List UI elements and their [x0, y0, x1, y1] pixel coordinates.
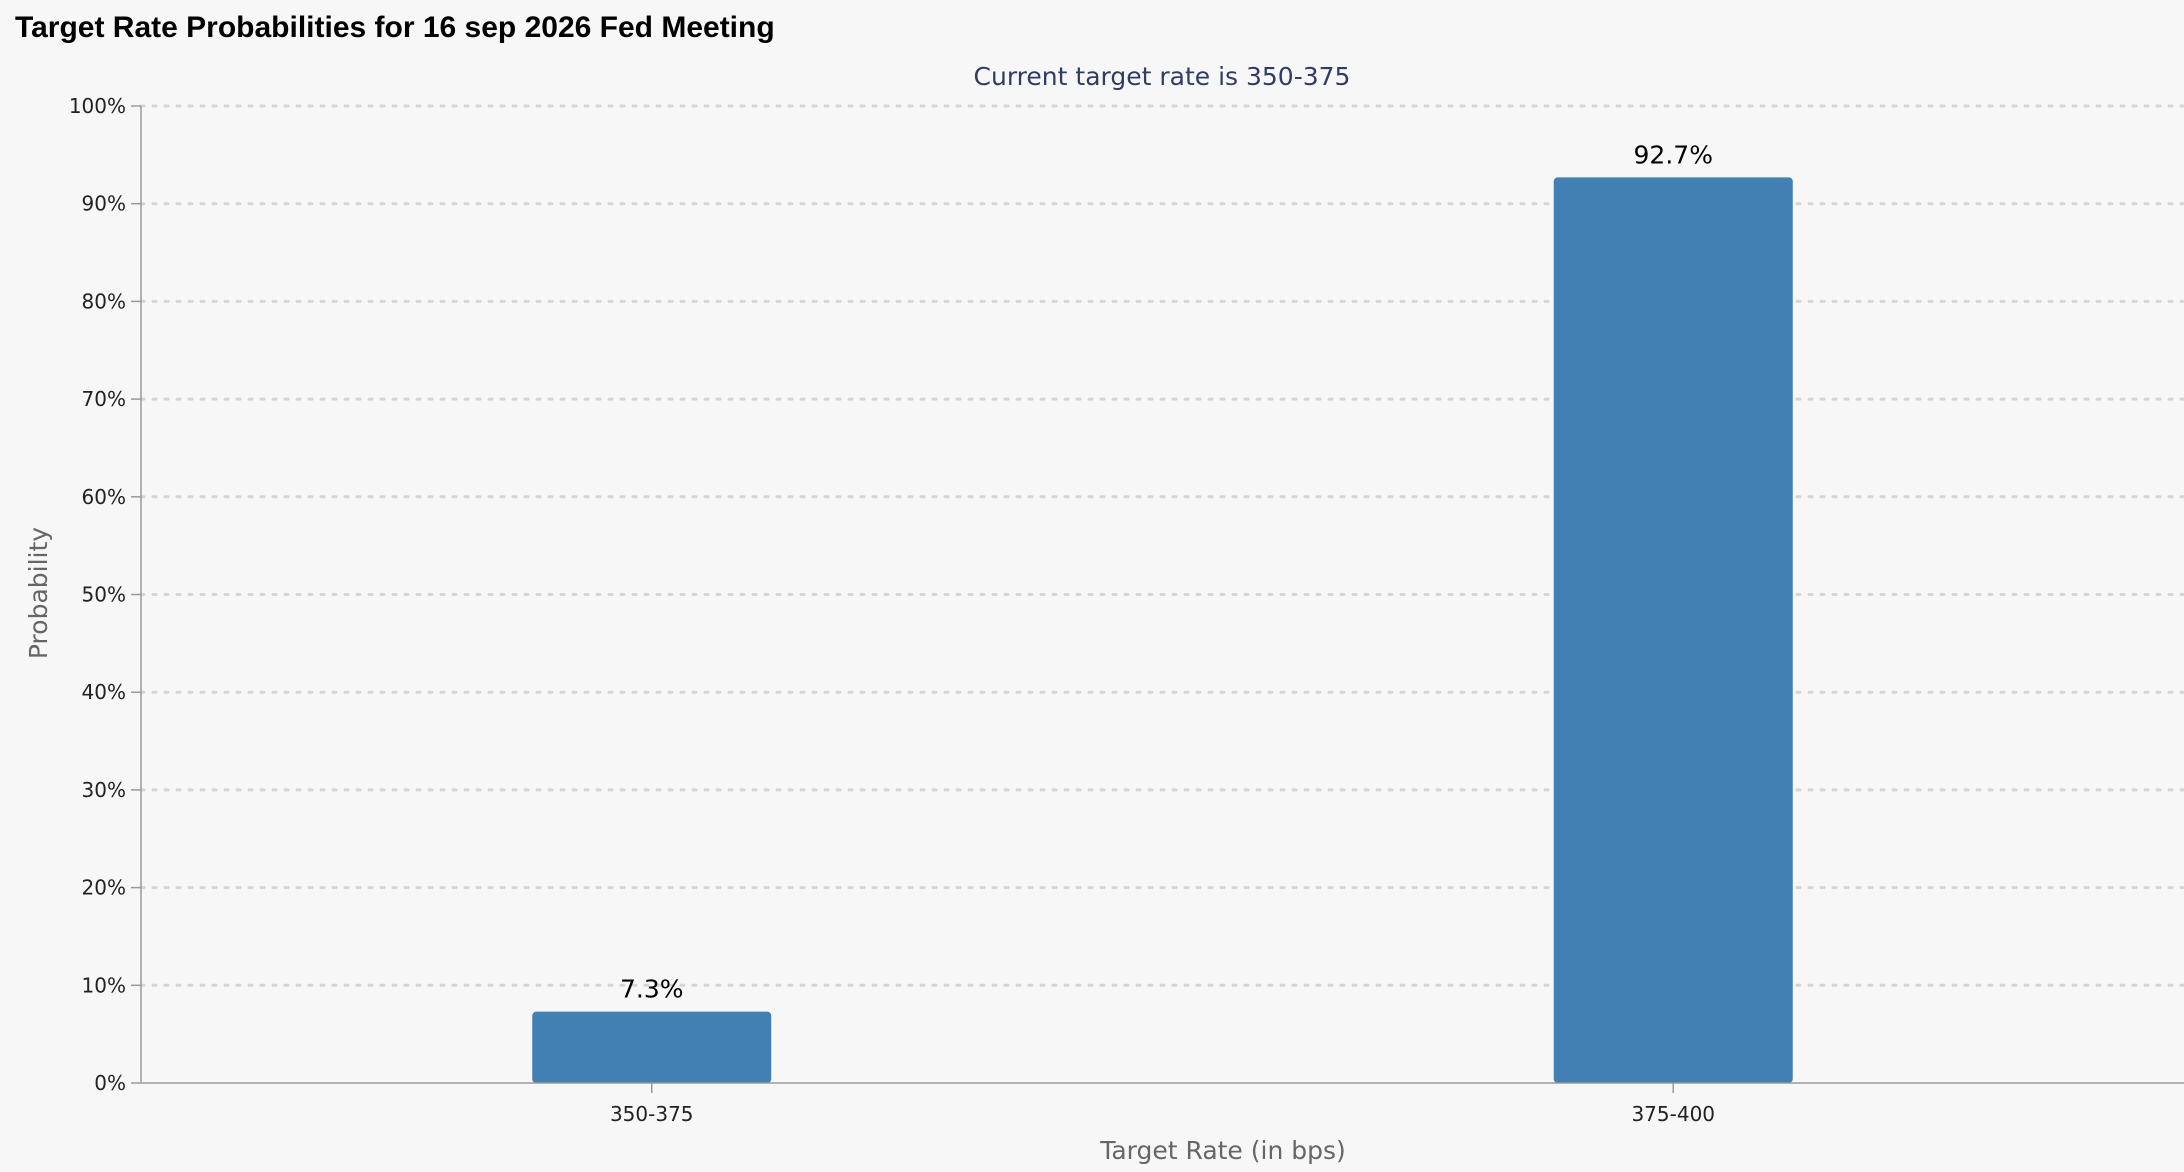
chart-subtitle: Current target rate is 350-375: [974, 62, 1351, 91]
x-tick-label: 350-375: [610, 1102, 694, 1126]
y-tick-label: 60%: [82, 485, 126, 509]
bar[interactable]: [532, 1011, 772, 1083]
data-labels: 7.3% 92.7%: [620, 140, 1713, 1003]
bars: [532, 177, 1793, 1084]
y-tick-label: 10%: [82, 973, 126, 997]
x-axis-ticks: 350-375 375-400: [610, 1083, 1715, 1126]
y-axis-ticks: 0% 10% 20% 30% 40% 50% 60% 70% 80% 90% 100%: [69, 94, 141, 1095]
x-tick-label: 375-400: [1631, 1102, 1715, 1126]
bar[interactable]: [1553, 177, 1793, 1084]
data-label: 92.7%: [1634, 140, 1713, 169]
y-tick-label: 40%: [82, 680, 126, 704]
y-tick-label: 20%: [82, 876, 126, 900]
x-axis-title: Target Rate (in bps): [1099, 1136, 1346, 1165]
page-title: Target Rate Probabilities for 16 sep 202…: [15, 11, 775, 44]
y-tick-label: 100%: [69, 94, 126, 118]
y-tick-label: 30%: [82, 778, 126, 802]
y-tick-label: 70%: [82, 387, 126, 411]
y-tick-label: 90%: [82, 192, 126, 216]
y-tick-label: 50%: [82, 583, 126, 607]
y-tick-label: 80%: [82, 289, 126, 313]
data-label: 7.3%: [620, 975, 684, 1004]
y-axis-title: Probability: [24, 527, 53, 659]
gridlines: [139, 104, 2184, 987]
y-tick-label: 0%: [94, 1071, 126, 1095]
